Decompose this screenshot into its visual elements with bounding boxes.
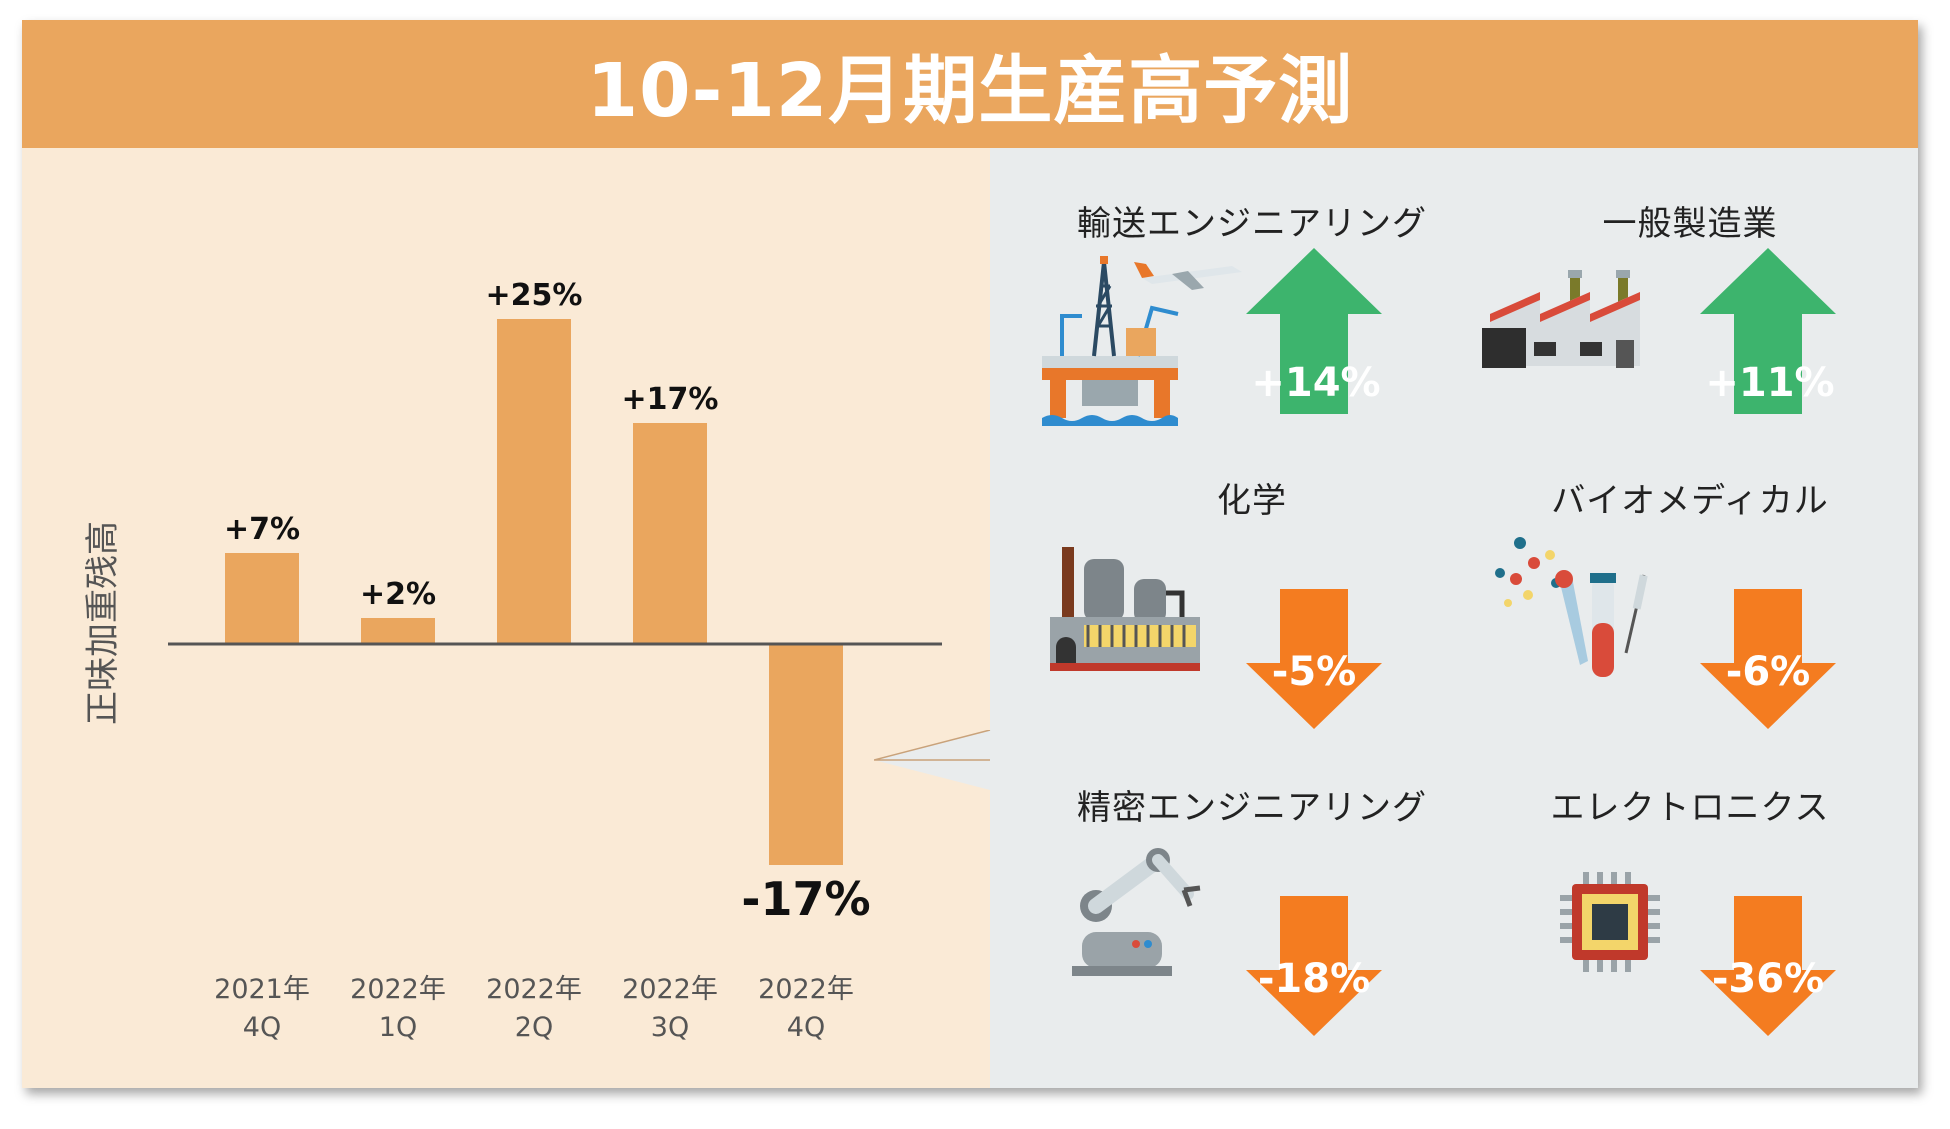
down-arrow-icon bbox=[1700, 589, 1836, 729]
down-arrow-icon bbox=[1700, 896, 1836, 1036]
sector-graphic: -18% bbox=[1072, 848, 1382, 1036]
x-tick-label-quarter: 3Q bbox=[651, 1012, 689, 1043]
trend-arrow: +11% bbox=[1700, 248, 1836, 414]
sector-precision-engineering: 精密エンジニアリング -18% bbox=[1042, 780, 1482, 1050]
down-arrow-icon bbox=[1246, 589, 1382, 729]
trend-arrow: -36% bbox=[1700, 896, 1836, 1036]
trend-arrow: +14% bbox=[1246, 248, 1382, 414]
header-banner: 10-12月期生産高予測 bbox=[22, 20, 1918, 148]
x-tick-label-quarter: 2Q bbox=[515, 1012, 553, 1043]
trend-arrow: -6% bbox=[1700, 589, 1836, 729]
x-tick-label-year: 2022年 bbox=[486, 974, 582, 1005]
x-tick-label-quarter: 4Q bbox=[243, 1012, 281, 1043]
x-tick-label-year: 2022年 bbox=[350, 974, 446, 1005]
sector-name: 輸送エンジニアリング bbox=[1077, 204, 1427, 244]
bar bbox=[497, 319, 571, 644]
sector-general-manufacturing: 一般製造業 +11% bbox=[1480, 196, 1920, 466]
data-label: +2% bbox=[360, 577, 436, 612]
chart-panel: +7% 2021年 4Q +2% 2022年 1Q +25% 2022年 2Q +17% 2022年… bbox=[22, 148, 990, 1088]
bar bbox=[361, 618, 435, 644]
down-arrow-icon bbox=[1246, 896, 1382, 1036]
sector-biomedical: バイオメディカル bbox=[1480, 473, 1920, 743]
x-tick-label-quarter: 4Q bbox=[787, 1012, 825, 1043]
callout-pointer bbox=[874, 730, 991, 790]
bar-chart: +7% 2021年 4Q +2% 2022年 1Q +25% 2022年 2Q +17% 2022年… bbox=[83, 278, 942, 1043]
sector-transport-engineering: 輸送エンジニアリング bbox=[1042, 196, 1482, 466]
x-tick-label-year: 2022年 bbox=[758, 974, 854, 1005]
sectors-panel: 輸送エンジニアリング bbox=[990, 148, 1918, 1088]
sector-name: 精密エンジニアリング bbox=[1077, 788, 1427, 828]
sector-value: -18% bbox=[1258, 956, 1370, 1002]
data-label: +25% bbox=[486, 278, 583, 313]
page-title: 10-12月期生産高予測 bbox=[586, 47, 1354, 134]
trend-arrow: -5% bbox=[1246, 589, 1382, 729]
sector-value: -5% bbox=[1272, 649, 1357, 695]
x-tick-label-year: 2022年 bbox=[622, 974, 718, 1005]
sector-name: エレクトロニクス bbox=[1550, 788, 1830, 828]
up-arrow-icon bbox=[1700, 248, 1836, 414]
up-arrow-icon bbox=[1246, 248, 1382, 414]
lab-test-tubes-icon bbox=[1495, 537, 1648, 677]
x-tick-label-year: 2021年 bbox=[214, 974, 310, 1005]
data-label: +7% bbox=[224, 512, 300, 547]
sector-graphic: -36% bbox=[1560, 872, 1836, 1036]
sector-graphic: +11% bbox=[1482, 248, 1836, 414]
sector-name: 化学 bbox=[1217, 481, 1287, 521]
factory-icon bbox=[1482, 270, 1640, 368]
infographic-frame: 10-12月期生産高予測 +7% 2021年 4Q +2% 2022年 1Q +25% 202… bbox=[22, 20, 1918, 1088]
robot-arm-icon bbox=[1072, 848, 1201, 976]
chemical-plant-icon bbox=[1050, 547, 1200, 671]
bar bbox=[225, 553, 299, 644]
y-axis-label: 正味加重残高 bbox=[83, 521, 123, 725]
sector-name: バイオメディカル bbox=[1551, 481, 1829, 521]
oil-rig-airplane-icon bbox=[1042, 256, 1242, 426]
sector-electronics: エレクトロニクス -36% bbox=[1480, 780, 1920, 1050]
sector-name: 一般製造業 bbox=[1602, 204, 1778, 244]
bar bbox=[633, 423, 707, 644]
sector-graphic: -6% bbox=[1495, 537, 1836, 729]
trend-arrow: -18% bbox=[1246, 896, 1382, 1036]
sector-value: +14% bbox=[1251, 360, 1380, 406]
data-label: +17% bbox=[622, 382, 719, 417]
bar bbox=[769, 644, 843, 865]
sector-chemistry: 化学 -5% bbox=[1042, 473, 1482, 743]
sector-value: -36% bbox=[1712, 956, 1824, 1002]
microchip-icon bbox=[1560, 872, 1660, 972]
sector-value: +11% bbox=[1705, 360, 1834, 406]
data-label: -17% bbox=[741, 872, 870, 926]
sector-graphic: +14% bbox=[1042, 248, 1382, 426]
sector-graphic: -5% bbox=[1050, 547, 1382, 729]
x-tick-label-quarter: 1Q bbox=[379, 1012, 417, 1043]
sector-value: -6% bbox=[1726, 649, 1811, 695]
